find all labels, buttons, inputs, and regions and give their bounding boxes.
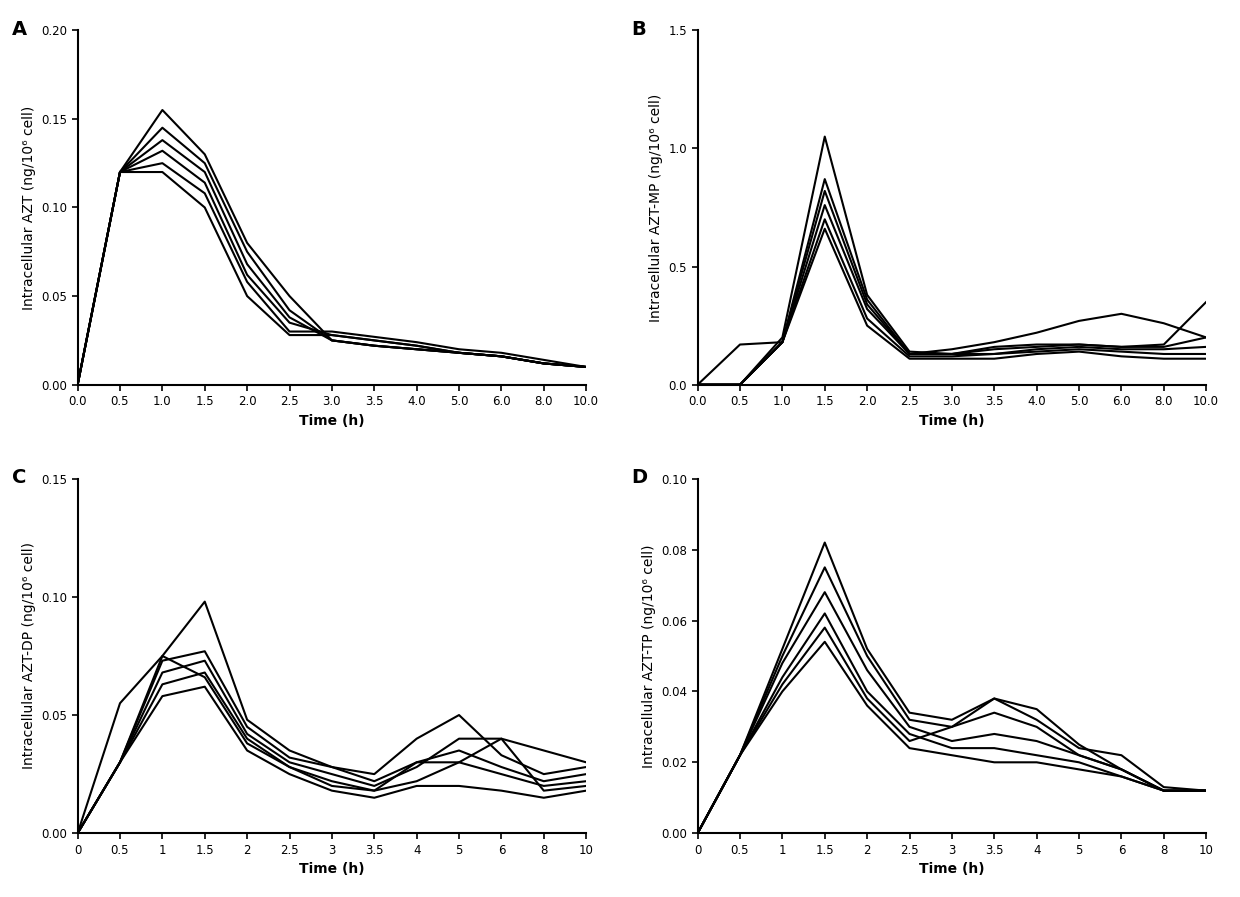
- X-axis label: Time (h): Time (h): [919, 862, 985, 876]
- Text: B: B: [631, 20, 646, 39]
- Text: A: A: [11, 20, 26, 39]
- Text: C: C: [11, 468, 26, 487]
- Y-axis label: Intracellular AZT (ng/10⁶ cell): Intracellular AZT (ng/10⁶ cell): [21, 105, 36, 309]
- X-axis label: Time (h): Time (h): [919, 414, 985, 428]
- Y-axis label: Intracellular AZT-DP (ng/10⁶ cell): Intracellular AZT-DP (ng/10⁶ cell): [21, 543, 36, 770]
- Y-axis label: Intracellular AZT-MP (ng/10⁶ cell): Intracellular AZT-MP (ng/10⁶ cell): [649, 93, 663, 322]
- X-axis label: Time (h): Time (h): [299, 862, 365, 876]
- X-axis label: Time (h): Time (h): [299, 414, 365, 428]
- Text: D: D: [631, 468, 647, 487]
- Y-axis label: Intracellular AZT-TP (ng/10⁶ cell): Intracellular AZT-TP (ng/10⁶ cell): [641, 544, 656, 768]
